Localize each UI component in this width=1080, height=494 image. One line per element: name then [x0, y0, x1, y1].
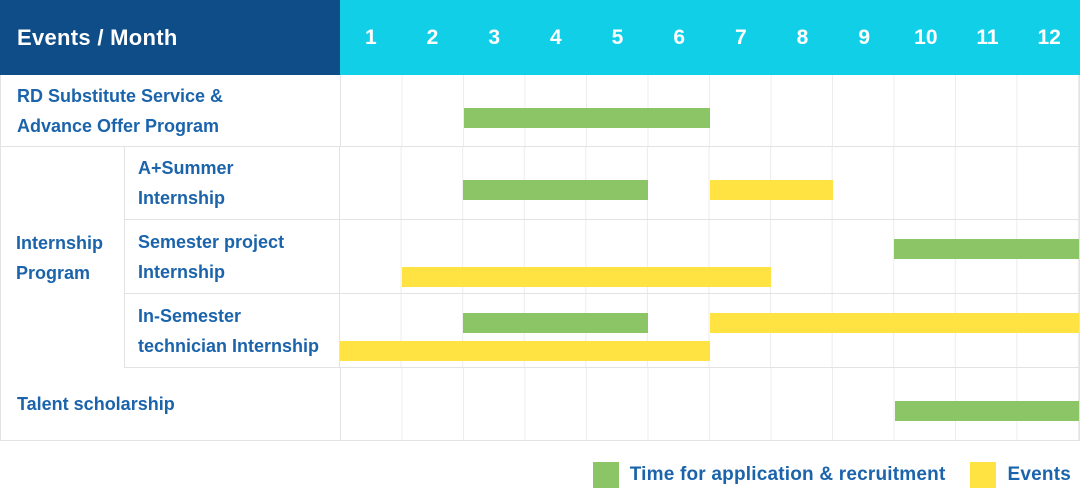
gantt-bar-application — [894, 401, 1079, 421]
row-label-in-semester-technician-internship: In-Semester technician Internship — [125, 294, 340, 367]
month-label: 7 — [734, 25, 747, 49]
legend: Time for application & recruitment Event… — [592, 461, 1071, 488]
row-label-semester-project-internship: Semester project Internship — [125, 220, 340, 293]
month-header-row: 1 2 3 4 5 6 7 8 9 10 11 12 — [340, 0, 1080, 75]
gantt-bar-events — [709, 313, 1079, 333]
month-label: 1 — [364, 25, 377, 49]
gantt-bar-events — [709, 180, 833, 200]
gantt-bar-application — [463, 313, 648, 333]
legend-item-application: Time for application & recruitment — [592, 461, 946, 488]
month-label: 10 — [914, 25, 938, 49]
month-label: 9 — [858, 25, 870, 49]
legend-label-events: Events — [1007, 463, 1071, 485]
legend-area: Time for application & recruitment Event… — [0, 441, 1080, 494]
month-label: 4 — [549, 25, 562, 49]
legend-item-events: Events — [970, 461, 1071, 488]
gantt-bar-events — [340, 341, 710, 361]
month-label: 8 — [796, 25, 809, 49]
month-label: 12 — [1037, 25, 1061, 49]
row-label-text: In-Semester technician Internship — [138, 305, 320, 356]
legend-swatch-events — [970, 461, 997, 488]
month-label: 3 — [488, 25, 500, 49]
table-header-row: Events / Month 1 2 3 4 5 6 7 8 9 10 11 12 — [0, 0, 1080, 75]
month-label: 2 — [426, 25, 439, 49]
table-row: In-Semester technician Internship — [125, 294, 1079, 368]
month-grid — [341, 368, 1079, 440]
month-grid — [340, 294, 1079, 367]
month-grid — [340, 220, 1079, 293]
gantt-bar-events — [401, 267, 772, 287]
row-label-rd-substitute: RD Substitute Service & Advance Offer Pr… — [1, 75, 341, 146]
row-label-text: Talent scholarship — [17, 394, 175, 414]
table-row: Semester project Internship — [125, 220, 1079, 294]
legend-swatch-application — [592, 461, 619, 488]
month-label: 5 — [611, 25, 624, 49]
table-body: RD Substitute Service & Advance Offer Pr… — [0, 75, 1080, 441]
events-month-header-cell: Events / Month — [0, 0, 340, 75]
month-grid — [341, 75, 1079, 146]
row-label-talent-scholarship: Talent scholarship — [1, 368, 341, 440]
internship-program-group: Internship Program A+Summer Internship S… — [1, 147, 1079, 368]
gantt-bar-application — [464, 107, 710, 128]
row-label-text: RD Substitute Service & Advance Offer Pr… — [17, 85, 224, 136]
month-grid — [340, 147, 1079, 219]
row-label-text: A+Summer Internship — [138, 158, 234, 208]
gantt-bar-application — [463, 180, 648, 200]
group-label-text: Internship Program — [16, 232, 104, 283]
table-row: Talent scholarship — [1, 368, 1079, 441]
table-row: RD Substitute Service & Advance Offer Pr… — [1, 75, 1079, 147]
row-label-a-summer-internship: A+Summer Internship — [125, 147, 340, 219]
legend-label-application: Time for application & recruitment — [629, 463, 946, 485]
table-row: A+Summer Internship — [125, 147, 1079, 220]
group-rows: A+Summer Internship Semester project Int… — [125, 147, 1079, 368]
row-label-text: Semester project Internship — [138, 231, 285, 282]
month-label: 11 — [976, 25, 999, 49]
gantt-bar-application — [894, 239, 1079, 259]
month-label: 6 — [673, 25, 685, 49]
events-month-label: Events / Month — [17, 24, 178, 50]
group-label-internship-program: Internship Program — [1, 147, 125, 368]
